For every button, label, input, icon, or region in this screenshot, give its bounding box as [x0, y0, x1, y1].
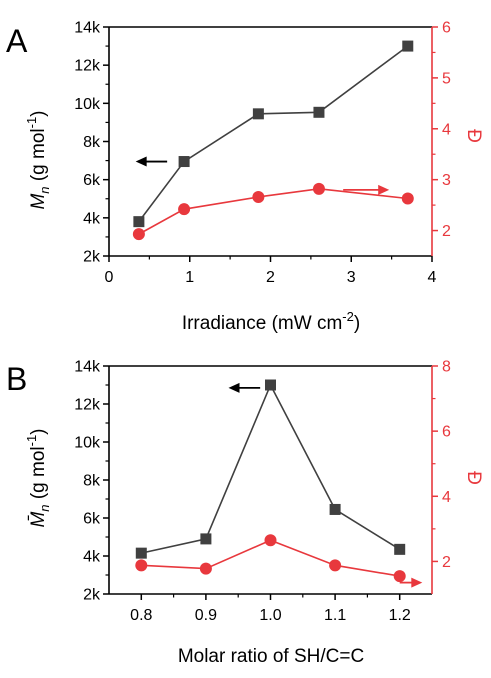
panel-a-y-tick-label: 10k	[74, 96, 101, 113]
panel-a-dispersity-point	[252, 190, 265, 203]
panel-b-y-tick-label: 14k	[74, 359, 101, 376]
panel-a: A Mn (g mol-1) Irradiance (mW cm-2) Đ 0 1…	[6, 20, 484, 335]
panel-a-dispersity-point	[178, 203, 191, 216]
panel-b-x-axis-title: Molar ratio of SH/C=C	[178, 646, 364, 667]
panel-a-x-tick-label: 2	[266, 269, 275, 286]
panel-b-y2-tick-label: 4	[442, 489, 451, 506]
panel-b-dispersity-point	[264, 534, 277, 547]
panel-a-y-tick-label: 2k	[83, 249, 101, 266]
panel-b-y-tick-label: 8k	[83, 473, 101, 490]
panel-b-mn-point	[135, 547, 147, 559]
panel-a-x-tick-label: 0	[105, 269, 114, 286]
panel-b-mn-point	[329, 503, 341, 515]
panel-b-dispersity-point	[199, 562, 212, 575]
panel-a-y2-tick-label: 4	[442, 121, 451, 138]
panel-b-y-tick-label: 12k	[74, 397, 101, 414]
panel-a-y2-tick-label: 6	[442, 20, 451, 37]
panel-b-y-tick-label: 4k	[83, 549, 101, 566]
panel-b-dispersity-point	[329, 559, 342, 572]
panel-a-dispersity-point	[401, 192, 414, 205]
panel-b-y-tick-label: 10k	[74, 435, 101, 452]
panel-a-dispersity-point	[132, 228, 145, 241]
panel-b-dispersity-point	[135, 559, 148, 572]
panel-a-y2-tick-label: 2	[442, 223, 451, 240]
panel-a-mn-point	[313, 106, 325, 118]
panel-b-right-axis-arrowhead	[411, 577, 423, 588]
panel-a-mn-point	[402, 40, 414, 52]
panel-b-y2-tick-label: 8	[442, 359, 451, 376]
panel-a-left-axis-arrowhead	[135, 156, 147, 167]
panel-b-left-axis-arrowhead	[228, 382, 240, 393]
panel-b-mn-point	[394, 543, 406, 555]
panel-a-x-tick-label: 3	[347, 269, 356, 286]
panel-a-y2-tick-label: 3	[442, 172, 451, 189]
panel-a-y-tick-label: 6k	[83, 172, 101, 189]
panel-a-y-axis-title: Mn (g mol-1)	[24, 110, 52, 209]
panel-b-y-tick-label: 6k	[83, 511, 101, 528]
panel-a-y2-tick-label: 5	[442, 70, 451, 87]
panel-a-mn-point	[252, 108, 264, 120]
panel-a-y-tick-label: 4k	[83, 210, 101, 227]
panel-b-mn-point	[200, 533, 212, 545]
panel-a-y-tick-label: 8k	[83, 134, 101, 151]
panel-a-mn-point	[178, 156, 190, 168]
panel-a-x-tick-label: 4	[428, 269, 437, 286]
panel-b-y-axis-title: M̄n (g mol-1)	[24, 428, 52, 527]
panel-a-right-axis-title: Đ	[463, 129, 484, 143]
panel-b-y2-tick-label: 6	[442, 424, 451, 441]
panel-a-right-axis-arrowhead	[378, 184, 390, 195]
panel-b-mn-series-line	[141, 383, 401, 554]
panel-b-mn-point	[265, 379, 276, 391]
panel-b-x-tick-label: 0.8	[130, 607, 152, 624]
panel-a-y-tick-label: 14k	[74, 20, 101, 37]
panel-a-x-tick-label: 1	[185, 269, 194, 286]
panel-b-right-axis-title: Đ	[463, 471, 484, 485]
panel-a-dispersity-point	[312, 182, 325, 195]
panel-a-mn-point	[133, 216, 145, 228]
panel-b-x-tick-label: 1.1	[324, 607, 346, 624]
panel-b-dispersity-point	[393, 570, 406, 583]
panel-b-y2-tick-label: 2	[442, 554, 451, 571]
panel-b-x-tick-label: 1.0	[259, 607, 281, 624]
panel-a-x-axis-title: Irradiance (mW cm-2)	[182, 309, 360, 334]
panel-b: B M̄n (g mol-1) Molar ratio of SH/C=C Đ …	[6, 359, 484, 668]
panel-a-y-tick-label: 12k	[74, 58, 101, 75]
panel-label-a: A	[6, 23, 28, 59]
panel-label-b: B	[6, 361, 27, 397]
panel-b-x-tick-label: 1.2	[389, 607, 411, 624]
panel-b-x-tick-label: 0.9	[195, 607, 217, 624]
panel-b-y-tick-label: 2k	[83, 587, 101, 604]
